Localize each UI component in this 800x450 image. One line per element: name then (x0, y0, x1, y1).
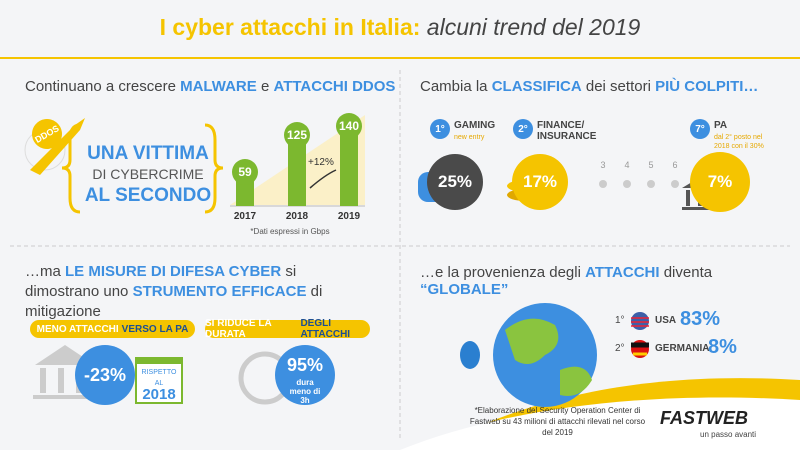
bar (288, 134, 306, 206)
sector-name: PA (714, 120, 728, 131)
section-heading: Cambia la CLASSIFICA dei settori PIÙ COL… (420, 78, 758, 95)
heading-emphasis: MALWARE (180, 78, 257, 95)
heading-text: Continuano a crescere (25, 78, 176, 95)
bar (340, 126, 358, 206)
country-name: GERMANIA (655, 343, 710, 354)
calendar-badge: RISPETTO AL 2018 (135, 357, 183, 404)
country-name: USA (655, 315, 677, 326)
heading-text: …e la provenienza degli (420, 264, 581, 281)
year-label: 2019 (337, 211, 361, 222)
victim-line: UNA VITTIMA (87, 143, 209, 164)
brace (204, 123, 224, 214)
sector-value: 25% (427, 154, 483, 210)
heading-emphasis: LE MISURE DI DIFESA CYBER (65, 263, 282, 280)
footer-note: *Elaborazione del Security Operation Cen… (469, 406, 646, 437)
rank-dot (671, 180, 679, 188)
section-heading: Continuano a crescere MALWARE e ATTACCHI… (25, 78, 395, 95)
footer-wave (400, 397, 800, 450)
year-label: 2018 (285, 211, 309, 222)
rank-dot (623, 180, 631, 188)
sector-note: dal 2° posto nel 2018 con il 30% (714, 134, 764, 150)
victim-line: DI CYBERCRIME (92, 166, 204, 182)
country-value: 8% (708, 336, 737, 358)
heading-text: di mitigazione (25, 283, 323, 320)
value-label: 140 (336, 113, 362, 139)
heading-text: dei settori (585, 78, 651, 95)
page-title: I cyber attacchi in Italia: alcuni trend… (0, 14, 800, 41)
flag-usa (631, 312, 649, 330)
value-label: 125 (284, 121, 310, 148)
section-heading: …e la provenienza degli ATTACCHI diventa… (420, 264, 800, 298)
section-heading: …ma LE MISURE DI DIFESA CYBER si dimostr… (25, 262, 365, 322)
heading-text: si dimostrano uno (25, 263, 297, 300)
heading-emphasis: ATTACCHI DDOS (273, 78, 396, 95)
sector-name: FINANCE/ INSURANCE (537, 120, 597, 142)
year-label: 2017 (233, 211, 257, 222)
defense-value: 95% (275, 345, 335, 405)
logo-tagline: un passo avanti (700, 430, 757, 439)
sector-note: new entry (454, 134, 485, 141)
banner: SI RIDUCE LA DURATA DEGLI ATTACCHI (205, 318, 370, 340)
heading-emphasis: CLASSIFICA (491, 78, 582, 95)
heading-emphasis: ATTACCHI (585, 264, 660, 281)
heading-emphasis: “GLOBALE” (420, 281, 509, 298)
rank-number: 5 (648, 160, 654, 170)
rank-badge: 2° (513, 119, 533, 139)
title-bold: I cyber attacchi in Italia: (159, 14, 421, 40)
heading-emphasis: VERSO LA PA (121, 323, 189, 335)
heading-text: Cambia la (420, 78, 488, 95)
chart-note: *Dati espressi in Gbps (250, 227, 330, 236)
victim-text: UNA VITTIMA DI CYBERCRIME AL SECONDO (78, 143, 218, 206)
rank-number: 4 (624, 160, 630, 170)
sector-name: GAMING (454, 120, 496, 131)
banner: MENO ATTACCHI VERSO LA PA (30, 320, 195, 338)
logo: FASTWEB (660, 408, 748, 428)
growth-arrow (309, 169, 337, 189)
value-label: 59 (232, 159, 258, 186)
heading-emphasis: STRUMENTO EFFICACE (132, 283, 307, 300)
heading-text: …ma (25, 263, 61, 280)
heading-emphasis: DEGLI ATTACCHI (300, 318, 351, 340)
growth-label: +12% (308, 157, 334, 168)
rank-badge: 7° (690, 119, 710, 139)
victim-line: AL SECONDO (84, 185, 212, 206)
rank-dot (647, 180, 655, 188)
sector-value: 17% (512, 154, 568, 210)
rank-number: 6 (672, 160, 678, 170)
country-rank: 1° (615, 315, 625, 326)
flag-usa (631, 317, 649, 327)
rank-number: 3 (600, 160, 606, 170)
country-rank: 2° (615, 343, 625, 354)
rank-dot (599, 180, 607, 188)
rank-badge: 1° (430, 119, 450, 139)
heading-emphasis: PIÙ COLPITI… (655, 78, 759, 95)
bug-icon (460, 341, 480, 369)
title-italic: alcuni trend del 2019 (426, 14, 641, 40)
badge-year: 2018 (142, 386, 176, 403)
heading-text: diventa (663, 264, 713, 281)
badge-text: RISPETTO AL (141, 369, 177, 387)
country-value: 83% (680, 308, 721, 330)
defense-sub: dura meno di 3h (289, 378, 321, 405)
brace (61, 123, 81, 214)
defense-value: -23% (75, 345, 135, 405)
sector-value: 7% (690, 152, 750, 212)
heading-text: SI RIDUCE LA DURATA (205, 318, 272, 340)
globe-land (505, 318, 592, 396)
heading-text: e (260, 78, 270, 95)
heading-text: MENO ATTACCHI (36, 323, 119, 335)
